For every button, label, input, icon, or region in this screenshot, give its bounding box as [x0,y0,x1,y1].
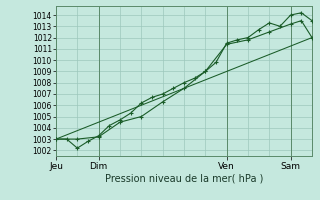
X-axis label: Pression niveau de la mer( hPa ): Pression niveau de la mer( hPa ) [105,173,263,183]
